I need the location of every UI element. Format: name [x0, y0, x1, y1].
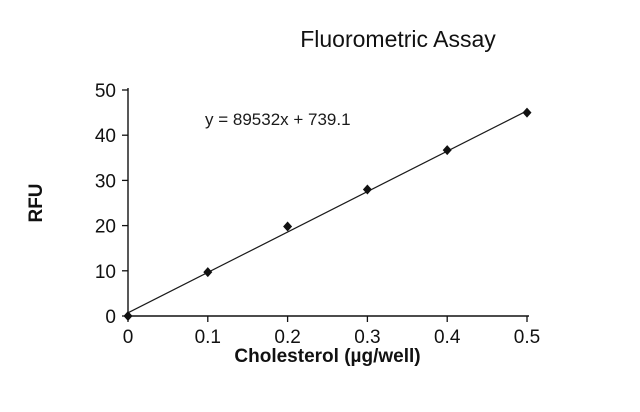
trendline	[127, 110, 528, 314]
x-tick-label: 0.2	[274, 327, 300, 348]
x-tick-label: 0.1	[195, 327, 221, 348]
data-point-marker	[362, 184, 372, 195]
x-tick-label: 0.4	[434, 327, 461, 348]
x-tick-label: 0	[123, 327, 134, 348]
y-axis-label: RFU	[26, 183, 47, 222]
data-point-marker	[203, 267, 213, 278]
y-tick-label: 10	[95, 262, 116, 283]
y-tick-label: 30	[95, 171, 116, 192]
x-tick-label: 0.5	[514, 327, 540, 348]
y-tick-label: 50	[95, 81, 116, 102]
y-tick-label: 20	[95, 217, 116, 238]
data-point-marker	[442, 145, 452, 156]
data-point-marker	[522, 107, 532, 118]
y-tick-label: 0	[105, 307, 116, 328]
data-point-marker	[283, 221, 293, 232]
trendline-equation: y = 89532x + 739.1	[205, 110, 351, 129]
x-axis-label: Cholesterol (µg/well)	[234, 346, 420, 367]
data-point-marker	[123, 311, 133, 321]
y-tick-label: 40	[95, 126, 116, 147]
x-tick-label: 0.3	[354, 327, 380, 348]
chart-title: Fluorometric Assay	[300, 26, 496, 52]
